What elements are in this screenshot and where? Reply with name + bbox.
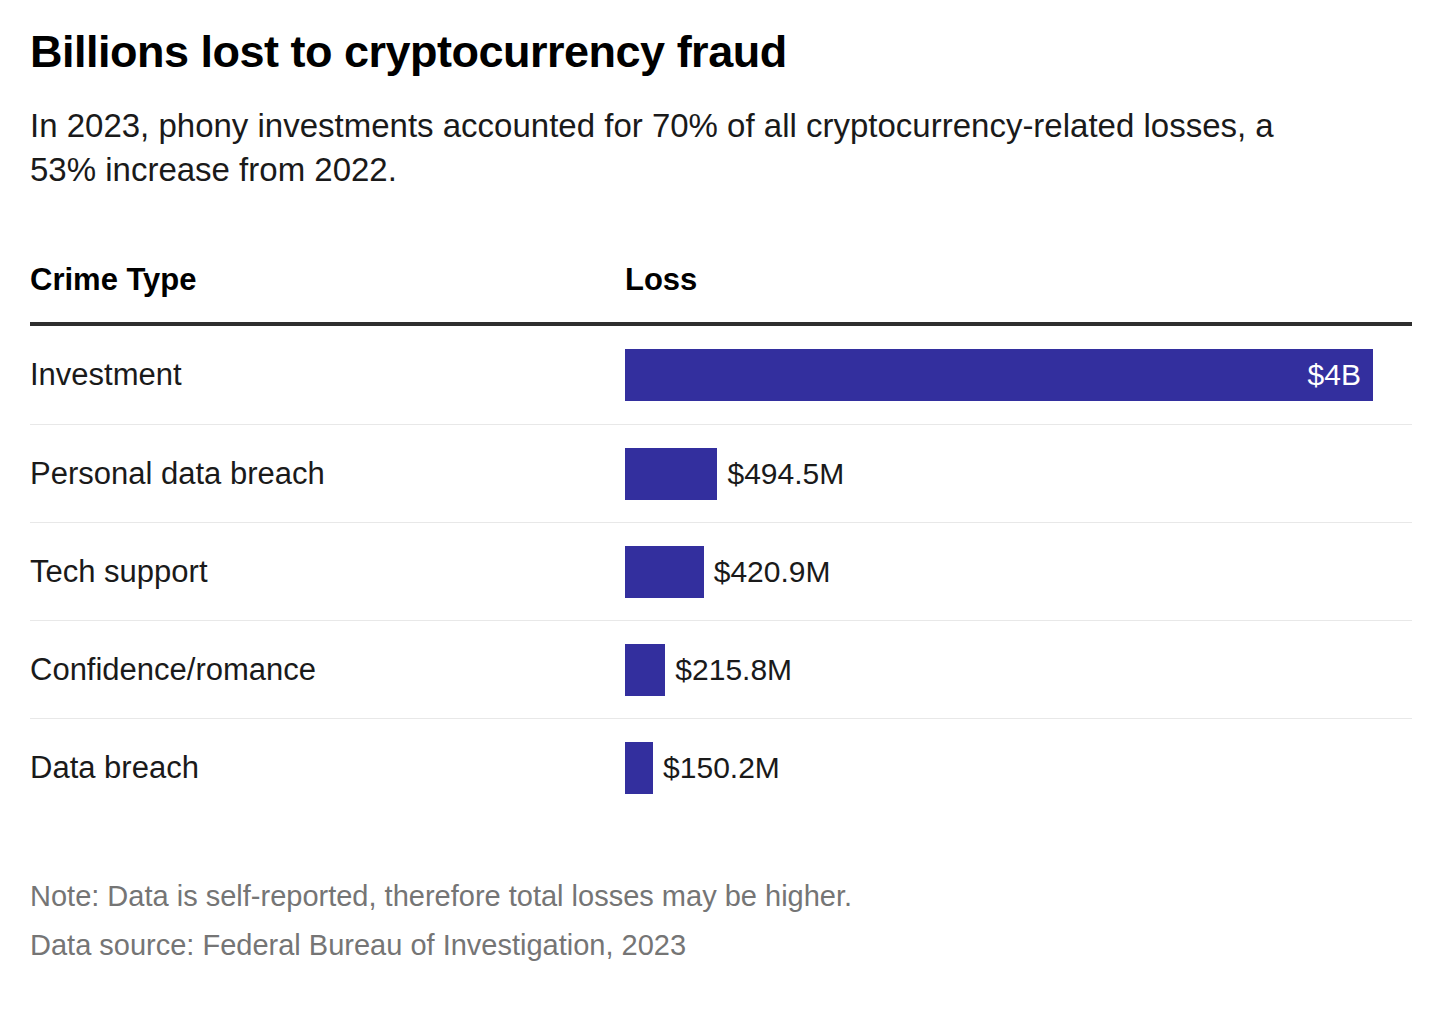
value-label: $4B <box>1308 358 1361 392</box>
value-label: $494.5M <box>727 457 844 491</box>
column-header-crime-type: Crime Type <box>30 262 625 298</box>
value-label: $420.9M <box>714 555 831 589</box>
bar <box>625 448 717 500</box>
chart-title: Billions lost to cryptocurrency fraud <box>30 26 1412 78</box>
data-source: Data source: Federal Bureau of Investiga… <box>30 921 1412 970</box>
row-label: Confidence/romance <box>30 652 625 688</box>
value-label: $150.2M <box>663 751 780 785</box>
table-row: Investment $4B <box>30 326 1412 424</box>
bar <box>625 644 665 696</box>
value-label: $215.8M <box>675 653 792 687</box>
bar-cell: $215.8M <box>625 621 1412 718</box>
row-label: Personal data breach <box>30 456 625 492</box>
bar-cell: $420.9M <box>625 523 1412 620</box>
bar-chart-table: Crime Type Loss Investment $4B Personal … <box>30 262 1412 816</box>
bar-cell: $150.2M <box>625 719 1412 816</box>
footnote: Note: Data is self-reported, therefore t… <box>30 872 1412 921</box>
table-row: Confidence/romance $215.8M <box>30 620 1412 718</box>
bar <box>625 742 653 794</box>
table-row: Data breach $150.2M <box>30 718 1412 816</box>
chart-footer: Note: Data is self-reported, therefore t… <box>30 872 1412 971</box>
row-label: Investment <box>30 357 625 393</box>
table-header-row: Crime Type Loss <box>30 262 1412 326</box>
column-header-loss: Loss <box>625 262 1412 298</box>
row-label: Tech support <box>30 554 625 590</box>
chart-subtitle: In 2023, phony investments accounted for… <box>30 104 1290 192</box>
bar <box>625 546 704 598</box>
bar-cell: $494.5M <box>625 425 1412 522</box>
row-label: Data breach <box>30 750 625 786</box>
table-row: Personal data breach $494.5M <box>30 424 1412 522</box>
bar-cell: $4B <box>625 326 1426 424</box>
bar <box>625 349 1373 401</box>
chart-page: Billions lost to cryptocurrency fraud In… <box>0 0 1440 971</box>
table-row: Tech support $420.9M <box>30 522 1412 620</box>
